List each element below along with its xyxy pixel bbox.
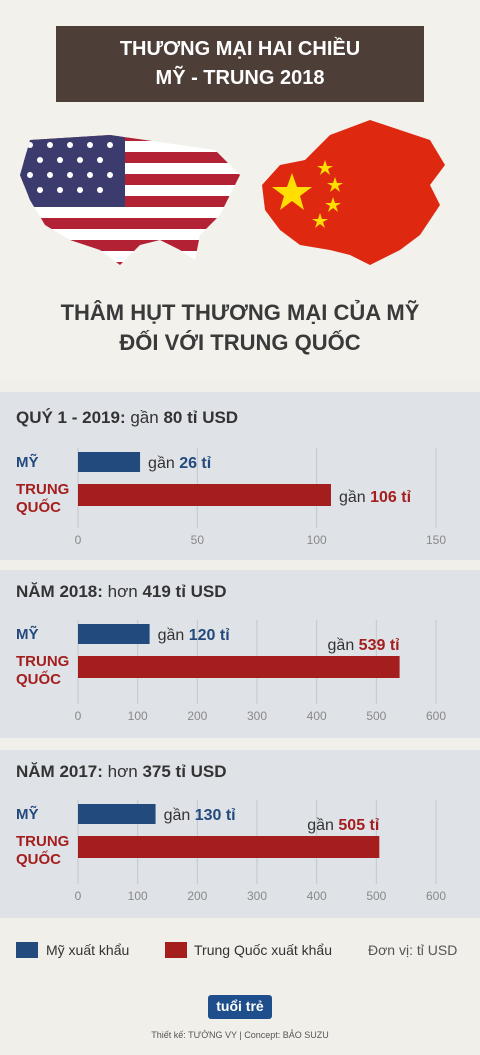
chart-title-2018: NĂM 2018: hơn 419 tỉ USD [16, 582, 227, 602]
tick-label: 600 [426, 889, 446, 903]
tick-label: 500 [366, 889, 386, 903]
chart-title-value: 419 tỉ USD [142, 582, 227, 601]
heading-line1: THÂM HỤT THƯƠNG MẠI CỦA MỸ [60, 300, 420, 325]
credit-line: Thiết kế: TƯỜNG VY | Concept: BẢO SUZU [151, 1030, 329, 1040]
legend-label-cn: Trung Quốc xuất khẩu [194, 942, 333, 958]
panel-2017 [0, 750, 480, 918]
title-box: THƯƠNG MẠI HAI CHIỀU MỸ - TRUNG 2018 [56, 26, 424, 102]
bar-cn [78, 484, 331, 506]
flags-illustration [20, 120, 445, 265]
title-line2: MỸ - TRUNG 2018 [155, 67, 325, 89]
tick-label: 600 [426, 709, 446, 723]
panel-q1-2019 [0, 392, 480, 560]
category-label: MỸ [16, 625, 39, 643]
legend-label-us: Mỹ xuất khẩu [46, 942, 130, 958]
tick-label: 400 [307, 709, 327, 723]
china-map-flag [262, 120, 445, 265]
chart-title-q1-2019: QUÝ 1 - 2019: gần 80 tỉ USD [16, 408, 238, 428]
tick-label: 0 [75, 889, 82, 903]
chart-title-value: 375 tỉ USD [142, 762, 227, 781]
legend-swatch-us [16, 942, 38, 958]
legend: Mỹ xuất khẩu Trung Quốc xuất khẩu Đơn vị… [0, 935, 480, 965]
chart-title-prefix: NĂM 2018: [16, 582, 103, 601]
tick-label: 0 [75, 533, 82, 547]
data-label: gần 505 tỉ [307, 817, 380, 834]
category-label: TRUNG [16, 833, 69, 850]
category-label: TRUNG [16, 481, 69, 498]
tick-label: 100 [128, 889, 148, 903]
tick-label: 400 [307, 889, 327, 903]
tick-label: 200 [187, 889, 207, 903]
tick-label: 100 [307, 533, 327, 547]
bar-cn [78, 656, 400, 678]
data-label: gần 539 tỉ [328, 637, 401, 654]
category-label: QUỐC [16, 670, 61, 688]
tick-label: 300 [247, 889, 267, 903]
data-label: gần 26 tỉ [148, 455, 212, 472]
chart-2018: 0 100 200 300 400 500 600 MỸ gần 120 tỉ TRUNGQUỐC… [16, 620, 446, 723]
chart-title-qualifier: hơn [107, 762, 138, 781]
chart-title-qualifier: gần [130, 408, 159, 427]
chart-title-2017: NĂM 2017: hơn 375 tỉ USD [16, 762, 227, 782]
panel-2018 [0, 570, 480, 738]
title-line1: THƯƠNG MẠI HAI CHIỀU [119, 38, 361, 60]
chart-title-qualifier: hơn [107, 582, 138, 601]
legend-swatch-cn [165, 942, 187, 958]
us-map-flag [20, 135, 240, 265]
chart-title-prefix: NĂM 2017: [16, 762, 103, 781]
tick-label: 300 [247, 709, 267, 723]
bar-us [78, 452, 141, 472]
tuoitre-logo: tuổi trẻ [200, 995, 280, 1025]
logo-text: tuổi trẻ [216, 998, 264, 1014]
tick-label: 150 [426, 533, 446, 547]
chart-2017: 0 100 200 300 400 500 600 MỸ gần 130 tỉ TRUNGQUỐC… [16, 800, 446, 903]
data-label: gần 120 tỉ [158, 627, 231, 644]
category-label: QUỐC [16, 850, 61, 868]
category-label: TRUNG [16, 653, 69, 670]
chart-title-prefix: QUÝ 1 - 2019: [16, 408, 126, 427]
bar-cn [78, 836, 380, 858]
data-label: gần 130 tỉ [164, 807, 237, 824]
category-label: QUỐC [16, 498, 61, 516]
chart-title-value: 80 tỉ USD [163, 408, 239, 427]
tick-label: 0 [75, 709, 82, 723]
tick-label: 50 [191, 533, 205, 547]
data-label: gần 106 tỉ [339, 489, 412, 506]
heading-line2: ĐỐI VỚI TRUNG QUỐC [119, 330, 361, 355]
main-heading: THÂM HỤT THƯƠNG MẠI CỦA MỸ ĐỐI VỚI TRUNG… [0, 298, 480, 358]
legend-unit: Đơn vị: tỉ USD [368, 942, 458, 958]
bar-us [78, 624, 150, 644]
category-label: MỸ [16, 805, 39, 823]
tick-label: 500 [366, 709, 386, 723]
tick-label: 200 [187, 709, 207, 723]
category-label: MỸ [16, 453, 39, 471]
tick-label: 100 [128, 709, 148, 723]
bar-us [78, 804, 156, 824]
